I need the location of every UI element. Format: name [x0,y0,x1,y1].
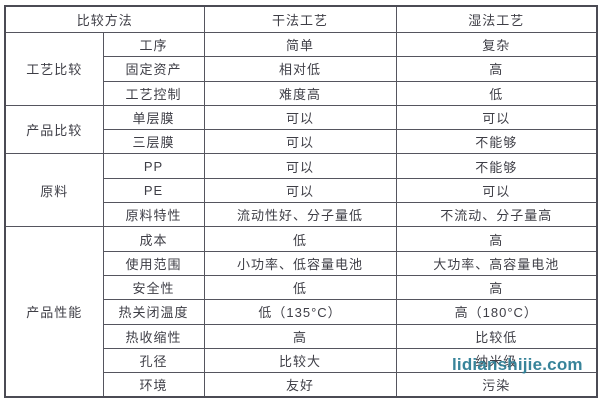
header-dry-process: 干法工艺 [203,5,397,33]
item-cell: 环境 [102,372,205,398]
item-cell: 成本 [102,226,205,252]
dry-cell: 低（135°C） [203,299,397,325]
dry-cell: 相对低 [203,56,397,82]
dry-cell: 简单 [203,31,397,58]
table-row: 安全性低高 [5,274,598,301]
item-cell: PP [102,153,205,179]
dry-cell: 友好 [203,372,397,398]
comparison-table: 比较方法 干法工艺 湿法工艺 工艺比较 工序 简单 复杂 固定资产 相对低高工艺控制 难度高… [4,5,599,399]
watermark-text: lidianshijie.com [452,355,583,374]
dry-cell: 流动性好、分子量低 [203,202,397,228]
wet-cell: 比较低 [395,323,598,349]
table-row: 工艺比较 工序 简单 复杂 [4,31,598,106]
dry-cell: 可以 [203,177,397,204]
wet-cell: 可以 [395,177,598,204]
wet-cell: 高 [395,274,598,301]
category-cell: 产品比较 [4,104,104,155]
wet-cell: 低 [395,80,598,106]
item-cell: 三层膜 [102,129,205,155]
table-row: 原料 PP 可以 不能够 [4,153,598,228]
table-row: 环境 友好 污染 [5,372,598,398]
header-row: 比较方法 干法工艺 湿法工艺 [4,5,598,33]
table-row: 三层膜 可以 不能够 [5,129,598,155]
header-wet-process: 湿法工艺 [395,5,598,33]
wet-cell: 复杂 [395,31,598,58]
header-comparison-method: 比较方法 [4,5,205,33]
dry-cell: 低 [203,274,397,301]
table-row: 产品性能 成本低高 [4,226,598,398]
table-row: 工艺控制 难度高低 [5,80,598,106]
dry-cell: 小功率、低容量电池 [203,250,397,276]
table-row: 产品比较 单层膜 可以 可以 [4,104,598,155]
wet-cell: 不能够 [395,129,598,155]
dry-cell: 可以 [203,153,397,179]
wet-cell: 可以 [395,104,598,131]
wet-cell: 大功率、高容量电池 [395,250,598,276]
table-row: PE 可以 可以 [5,177,598,204]
item-cell: 热收缩性 [102,323,205,349]
item-cell: 热关闭温度 [102,299,205,325]
wet-cell: 不流动、分子量高 [395,202,598,228]
wet-cell: 不能够 [395,153,598,179]
item-cell: 单层膜 [102,104,205,131]
wet-cell: 高 [395,56,598,82]
item-cell: 工序 [102,31,205,58]
dry-cell: 比较大 [203,347,397,374]
table-row: 固定资产 相对低高 [5,56,598,82]
item-cell: 孔径 [102,347,205,374]
wet-cell: 纳米级 [395,347,598,374]
wet-cell: 高（180°C） [395,299,598,325]
dry-cell: 高 [203,323,397,349]
table-row: 热关闭温度 低（135°C） 高（180°C） [5,299,598,325]
dry-cell: 低 [203,226,397,252]
table-body: 工艺比较 工序 简单 复杂 固定资产 相对低高工艺控制 难度高低产品比较 单层膜 可以 可以 三层膜… [4,31,598,398]
item-cell: 安全性 [102,274,205,301]
category-cell: 原料 [4,153,104,228]
wet-cell: 污染 [395,372,598,398]
dry-cell: 可以 [203,129,397,155]
item-cell: 工艺控制 [102,80,205,106]
table-row: 热收缩性高比较低 [5,323,598,349]
table-row: 原料特性 流动性好、分子量低 不流动、分子量高 [5,202,598,228]
table-row: 孔径 比较大 纳米级 [5,347,598,374]
wet-cell: 高 [395,226,598,252]
category-cell: 工艺比较 [4,32,104,106]
item-cell: 使用范围 [102,250,205,276]
item-cell: 原料特性 [102,202,205,228]
table-row: 使用范围 小功率、低容量电池 大功率、高容量电池 [5,250,598,276]
dry-cell: 可以 [203,104,397,131]
item-cell: PE [102,177,205,204]
category-cell: 产品性能 [4,226,104,398]
dry-cell: 难度高 [203,80,397,106]
item-cell: 固定资产 [102,56,205,82]
